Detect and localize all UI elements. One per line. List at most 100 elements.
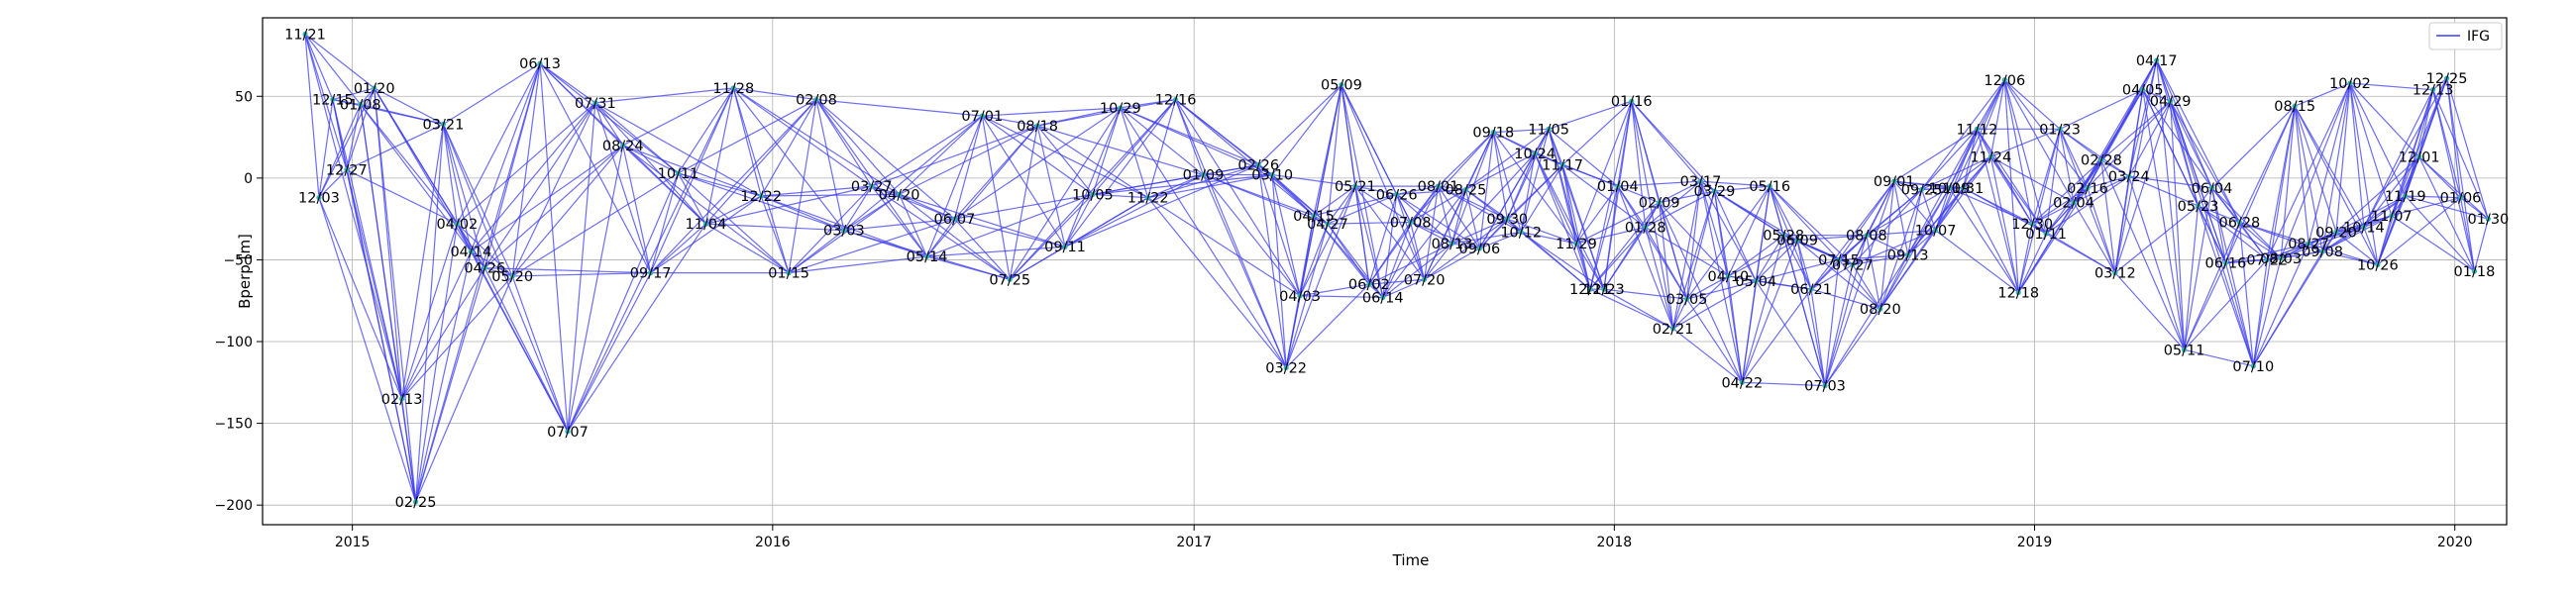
ifg-edge	[470, 250, 485, 269]
ifg-edge	[2210, 187, 2254, 366]
ifg-edge	[981, 115, 1011, 280]
ifg-edge	[2321, 215, 2393, 252]
ifg-edge	[1686, 298, 1743, 383]
acquisition-point	[2043, 231, 2049, 237]
ifg-edge	[1064, 107, 1122, 248]
acquisition-date-label: 08/18	[1017, 119, 1058, 135]
acquisition-date-label: 12/30	[2011, 217, 2053, 233]
ifg-edge	[2031, 159, 2102, 225]
ifg-edge	[2087, 187, 2116, 273]
legend-entry-ifg: IFG	[2467, 29, 2490, 45]
ifg-edge	[1714, 185, 1771, 192]
ifg-edge	[1396, 193, 1480, 249]
ifg-edge	[1203, 164, 1259, 176]
acquisition-point	[565, 429, 571, 435]
acquisition-point	[302, 31, 308, 38]
ifg-edge	[1478, 132, 1494, 248]
acquisition-point	[1007, 276, 1013, 282]
ifg-edge	[2294, 105, 2379, 265]
x-tick-label: 2016	[755, 535, 791, 550]
ifg-edge	[2100, 59, 2158, 160]
ifg-edge	[1492, 132, 1508, 220]
ifg-edge	[926, 246, 1066, 257]
ifg-edge	[1036, 125, 1094, 195]
ifg-edge	[2003, 79, 2033, 225]
acquisition-date-label: 04/15	[1293, 209, 1335, 225]
ifg-edge	[304, 34, 348, 170]
acquisition-date-label: 10/29	[1100, 101, 1141, 117]
ifg-edge	[2405, 195, 2489, 220]
ifg-edge	[704, 87, 734, 225]
acquisition-point	[2222, 260, 2229, 266]
ifg-edge	[926, 255, 1011, 280]
acquisition-date-label: 05/14	[907, 249, 948, 265]
acquisition-date-label: 01/11	[2025, 227, 2067, 243]
acquisition-point	[2333, 229, 2339, 235]
acquisition-date-label: 07/27	[1832, 257, 1874, 273]
ifg-edge	[953, 115, 983, 220]
ifg-edge	[2142, 89, 2186, 350]
ifg-edge	[899, 194, 928, 257]
acquisition-point	[1546, 126, 1552, 132]
acquisition-date-label: 04/22	[1721, 375, 1763, 391]
acquisition-point	[1753, 278, 1759, 284]
ifg-edge	[1699, 180, 1729, 277]
ifg-edge	[815, 99, 955, 220]
ifg-edge	[1313, 185, 1356, 217]
acquisition-point	[316, 195, 322, 201]
ifg-edge	[1064, 174, 1204, 248]
acquisition-date-label: 12/06	[1984, 73, 2025, 89]
ifg-edge	[2281, 250, 2323, 259]
ifg-edge	[1064, 194, 1094, 248]
ifg-edge	[1589, 288, 1673, 330]
ifg-edge	[2184, 262, 2226, 350]
ifg-edge	[2073, 202, 2116, 273]
ifg-edge	[1824, 308, 1881, 386]
acquisition-date-label: 04/17	[2136, 53, 2178, 69]
ifg-edge	[2405, 195, 2475, 272]
ifg-edge	[567, 102, 596, 432]
ifg-edge	[1810, 180, 1895, 290]
ifg-edge	[761, 185, 872, 197]
acquisition-date-label: 11/24	[1970, 149, 2011, 165]
ifg-edge	[1866, 188, 1923, 237]
acquisition-date-label: 12/25	[2426, 71, 2468, 87]
acquisition-point	[1657, 200, 1663, 206]
ifg-edge	[622, 145, 652, 273]
ifg-edge	[1036, 125, 1066, 248]
acquisition-date-label: 04/03	[1279, 289, 1321, 305]
ifg-edge	[926, 125, 1038, 257]
acquisition-point	[1683, 296, 1690, 302]
ifg-edge	[1879, 181, 1895, 310]
ifg-edge	[1507, 218, 1577, 245]
x-tick-label: 2020	[2437, 535, 2473, 550]
ifg-edge	[1659, 180, 1701, 204]
ifg-edge	[1575, 243, 1591, 290]
ifg-edge	[470, 102, 596, 252]
acquisition-date-label: 05/21	[1335, 179, 1376, 195]
acquisition-point	[1172, 96, 1179, 103]
ifg-edge	[705, 195, 762, 225]
ifg-edge	[1962, 79, 2005, 188]
acquisition-point	[1421, 276, 1428, 282]
acquisition-point	[2126, 173, 2132, 179]
acquisition-date-label: 10/19	[1929, 181, 1971, 197]
ifg-edge	[1769, 185, 1798, 241]
acquisition-point	[1408, 219, 1414, 226]
ifg-edge	[2142, 59, 2158, 90]
ifg-edge	[2418, 89, 2434, 157]
ifg-edge	[1561, 100, 1633, 166]
ifg-edge	[981, 115, 1094, 195]
acquisition-point	[1380, 294, 1386, 301]
ifg-edge	[1617, 185, 1660, 204]
acquisition-date-label: 01/28	[1625, 220, 1666, 236]
ifg-edge	[1589, 227, 1647, 290]
ifg-edge	[1935, 230, 2019, 293]
ifg-edge	[1271, 174, 1287, 368]
acquisition-date-label: 01/30	[2468, 212, 2510, 228]
ifg-edge	[2225, 243, 2309, 264]
ifg-edge	[1465, 188, 1522, 233]
ifg-edge	[2405, 195, 2461, 199]
ifg-edge	[2128, 100, 2172, 177]
acquisition-point	[2098, 157, 2104, 163]
